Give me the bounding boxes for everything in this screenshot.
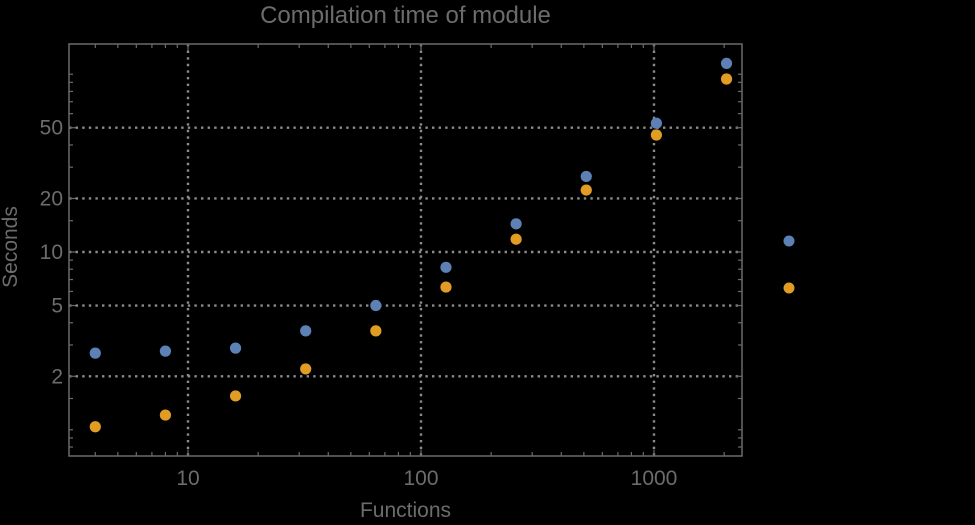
data-point	[580, 184, 592, 196]
plot-frame	[68, 43, 743, 457]
y-tick-label: 10	[40, 241, 63, 264]
y-tick-label: 20	[40, 187, 63, 210]
y-tick-label: 2	[51, 365, 63, 388]
data-point	[300, 325, 312, 337]
legend	[783, 235, 795, 294]
data-point	[510, 233, 522, 245]
data-point	[440, 281, 452, 293]
legend-marker-orange	[783, 282, 795, 294]
series-orange	[89, 73, 733, 433]
y-tick-label: 50	[40, 117, 63, 140]
series-blue	[89, 57, 733, 359]
gridlines	[69, 44, 742, 456]
data-point	[370, 325, 382, 337]
y-tick-labels: 2 5 10 20 50	[40, 117, 63, 389]
axis-ticks	[69, 44, 742, 456]
data-point	[159, 409, 172, 421]
data-point	[229, 390, 242, 402]
data-point	[580, 170, 592, 183]
data-point	[370, 299, 382, 312]
y-tick-label: 5	[51, 295, 63, 318]
data-point	[159, 345, 172, 357]
x-axis-label: Functions	[359, 499, 452, 522]
x-tick-labels: 10 100 1000	[176, 467, 677, 490]
data-point	[650, 117, 662, 129]
x-tick-label: 100	[403, 467, 438, 490]
data-point	[89, 347, 101, 359]
data-point	[720, 73, 733, 85]
data-point	[89, 421, 101, 433]
data-point	[300, 363, 312, 375]
data-point	[650, 129, 662, 141]
data-point	[510, 218, 522, 230]
data-point	[229, 342, 242, 354]
x-tick-label: 10	[176, 467, 199, 490]
data-point	[440, 261, 452, 273]
chart-title: Compilation time of module	[260, 2, 551, 29]
y-axis-label: Seconds	[0, 206, 22, 288]
x-tick-label: 1000	[631, 467, 678, 490]
legend-marker-blue	[783, 235, 795, 247]
data-point	[720, 57, 733, 70]
